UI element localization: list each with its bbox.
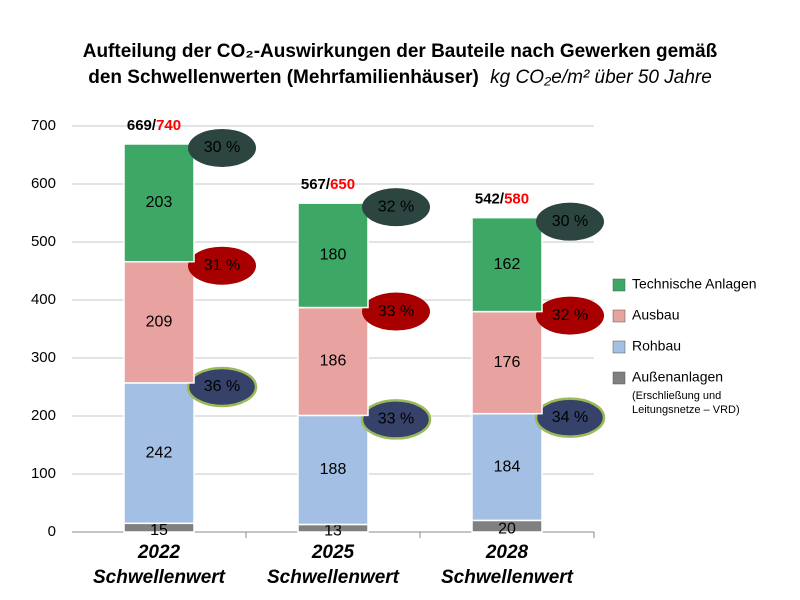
data-label: 203 — [146, 194, 173, 211]
bar-segment — [123, 260, 195, 384]
x-tick-label: 2025 — [311, 542, 355, 563]
chart-title: den Schwellenwerten (Mehrfamilienhäuser) — [88, 67, 479, 88]
legend-label: Rohbau — [632, 338, 681, 354]
x-tick-label: 2022 — [137, 542, 181, 563]
share-bubble — [188, 128, 256, 167]
share-label: 32 % — [552, 307, 588, 324]
data-label: 242 — [146, 444, 173, 461]
limit-value: 650 — [330, 176, 355, 193]
limit-value: 740 — [156, 117, 181, 134]
legend-swatch — [612, 340, 626, 354]
share-bubble — [534, 397, 606, 438]
share-label: 30 % — [204, 139, 240, 156]
y-tick-label: 600 — [31, 175, 56, 192]
legend-swatch — [612, 309, 626, 323]
data-label: 186 — [320, 353, 347, 370]
share-label: 34 % — [552, 409, 588, 426]
total-label: 669/740 — [127, 117, 181, 134]
x-tick-label: Schwellenwert — [93, 567, 226, 588]
chart-title: Aufteilung der CO₂-Auswirkungen der Baut… — [83, 41, 718, 62]
total-label: 542/580 — [475, 191, 529, 208]
bar-segment — [123, 143, 195, 263]
x-tick-label: Schwellenwert — [441, 567, 574, 588]
total-separator: / — [500, 191, 505, 208]
legend-note: (Erschließung und — [632, 390, 721, 402]
y-tick-label: 300 — [31, 349, 56, 366]
legend-swatch — [612, 278, 626, 292]
data-label: 20 — [498, 520, 516, 537]
data-label: 162 — [494, 256, 521, 273]
y-tick-label: 0 — [48, 523, 56, 540]
share-label: 33 % — [378, 303, 414, 320]
x-tick-label: Schwellenwert — [267, 567, 400, 588]
bar-segment — [471, 216, 543, 313]
y-tick-label: 700 — [31, 117, 56, 134]
share-bubble — [536, 296, 604, 335]
share-label: 32 % — [378, 198, 414, 215]
data-label: 15 — [150, 522, 168, 539]
total-value: 669 — [127, 117, 152, 134]
data-label: 184 — [494, 458, 521, 475]
share-label: 33 % — [378, 411, 414, 428]
total-separator: / — [152, 117, 157, 134]
share-bubble — [362, 188, 430, 227]
total-value: 542 — [475, 191, 500, 208]
share-bubble — [186, 366, 258, 408]
y-tick-label: 400 — [31, 291, 56, 308]
share-bubble — [188, 246, 256, 285]
bar-segment — [297, 202, 369, 309]
bar-segment — [297, 414, 369, 526]
data-label: 209 — [146, 314, 173, 331]
total-separator: / — [326, 176, 331, 193]
total-label: 567/650 — [301, 176, 355, 193]
data-label: 188 — [320, 461, 347, 478]
total-value: 567 — [301, 176, 326, 193]
data-label: 176 — [494, 354, 521, 371]
share-label: 30 % — [552, 213, 588, 230]
x-tick-label: 2028 — [485, 542, 529, 563]
y-tick-label: 500 — [31, 233, 56, 250]
y-tick-label: 100 — [31, 465, 56, 482]
y-tick-label: 200 — [31, 407, 56, 424]
legend-note: Leitungsnetze – VRD) — [632, 404, 740, 416]
bar-segment — [297, 306, 369, 417]
share-label: 31 % — [204, 257, 240, 274]
chart-title-line: den Schwellenwerten (Mehrfamilienhäuser)… — [88, 67, 712, 88]
share-bubble — [362, 292, 430, 331]
legend-swatch — [612, 371, 626, 385]
data-label: 180 — [320, 247, 347, 264]
bar-segment — [471, 310, 543, 415]
share-label: 36 % — [204, 378, 240, 395]
chart-unit: kg CO₂e/m² über 50 Jahre — [490, 67, 712, 88]
data-label: 13 — [324, 522, 342, 539]
share-bubble — [536, 202, 604, 241]
legend-label: Ausbau — [632, 307, 679, 323]
bar-segment — [471, 412, 543, 522]
legend-label: Außenanlagen — [632, 369, 723, 385]
limit-value: 580 — [504, 191, 529, 208]
share-bubble — [360, 399, 432, 440]
legend-label: Technische Anlagen — [632, 276, 757, 292]
